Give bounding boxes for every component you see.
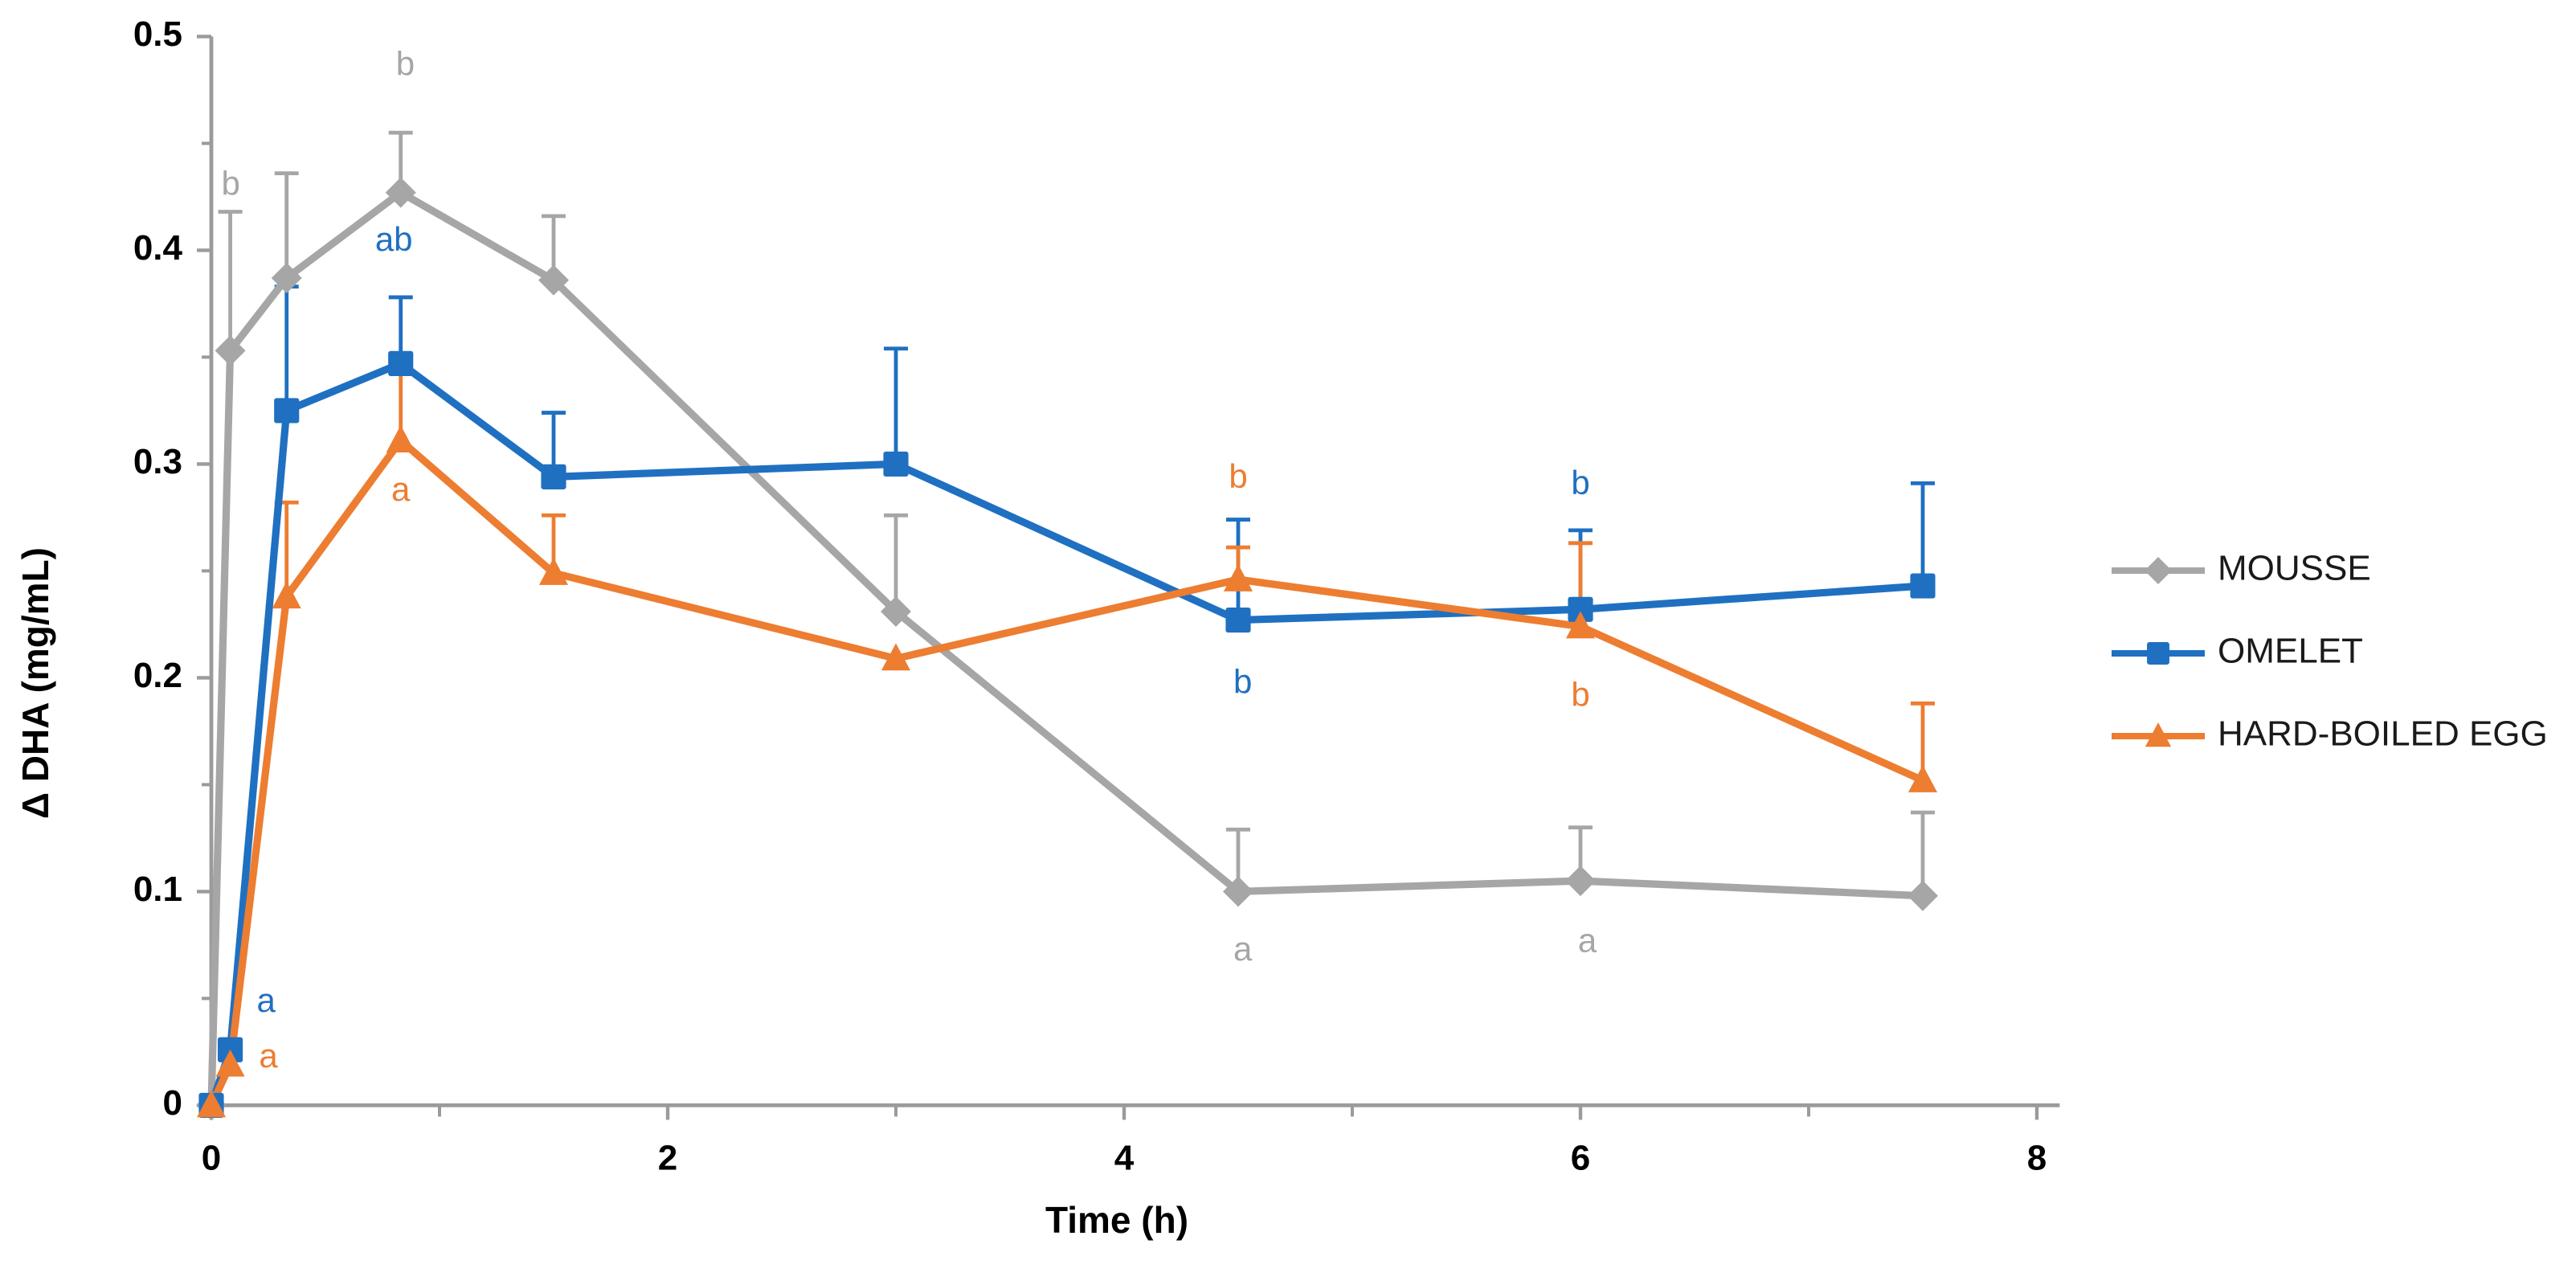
marker-diamond	[881, 595, 911, 627]
significance-letter: b	[221, 165, 239, 203]
marker-triangle	[215, 1049, 245, 1077]
marker-square	[883, 451, 909, 477]
significance-letter: ab	[375, 220, 413, 258]
legend-layer: MOUSSE OMELET HARD-BOILED EGG	[2112, 549, 2548, 754]
significance-letter: a	[256, 981, 276, 1019]
marker-triangle	[272, 581, 301, 609]
significance-letter: b	[1229, 457, 1247, 495]
marker-triangle	[881, 643, 911, 671]
significance-letter: a	[1233, 930, 1253, 968]
significance-letter: a	[391, 470, 411, 508]
marker-diamond	[2145, 557, 2172, 584]
error-bars-layer	[218, 130, 1935, 896]
series-lines-layer	[207, 188, 1927, 1110]
marker-triangle	[1223, 564, 1253, 591]
marker-square	[1225, 608, 1251, 633]
marker-diamond	[538, 264, 569, 296]
x-tick-label: 6	[1571, 1138, 1590, 1177]
x-tick-label: 2	[658, 1138, 677, 1177]
marker-triangle	[386, 425, 415, 452]
significance-letter: b	[1571, 464, 1589, 501]
marker-diamond	[385, 177, 416, 208]
legend-label: MOUSSE	[2218, 549, 2371, 588]
marker-triangle	[1565, 611, 1596, 639]
axes-layer: 0 0.1 0.2 0.3 0.4 0.5 0 2 4 6 8	[133, 14, 2060, 1177]
legend-label: OMELET	[2218, 632, 2363, 671]
x-axis-title: Time (h)	[1045, 1199, 1188, 1241]
legend-item-omelet: OMELET	[2112, 632, 2363, 671]
y-tick-label: 0.1	[133, 870, 182, 909]
marker-diamond	[271, 262, 302, 293]
series-markers-layer	[196, 177, 1938, 1121]
marker-square	[274, 398, 300, 424]
marker-diamond	[215, 335, 246, 366]
x-tick-label: 0	[202, 1138, 221, 1177]
significance-letter: a	[259, 1037, 278, 1074]
y-tick-label: 0.4	[133, 228, 183, 268]
x-tick-label: 4	[1114, 1138, 1135, 1177]
marker-square	[1568, 596, 1593, 622]
marker-diamond	[1565, 866, 1596, 897]
marker-diamond	[1223, 876, 1253, 907]
legend-label: HARD-BOILED EGG	[2218, 714, 2548, 754]
significance-letter: b	[1233, 662, 1252, 700]
marker-square	[541, 464, 566, 489]
significance-letter: a	[1578, 921, 1597, 959]
significance-letter: b	[1571, 675, 1589, 713]
y-axis-title: Δ DHA (mg/mL)	[14, 547, 56, 819]
marker-square	[1910, 573, 1936, 599]
series-line-OMELET	[207, 359, 1927, 1110]
marker-triangle	[2145, 722, 2172, 747]
x-tick-label: 8	[2027, 1138, 2046, 1177]
y-tick-label: 0.2	[133, 656, 182, 695]
significance-letter: b	[396, 45, 415, 83]
y-tick-label: 0.3	[133, 442, 182, 481]
marker-triangle	[196, 1090, 227, 1118]
legend-item-mousse: MOUSSE	[2112, 549, 2371, 588]
marker-triangle	[1907, 765, 1938, 792]
series-line-MOUSSE	[207, 188, 1927, 1110]
marker-diamond	[1907, 880, 1938, 911]
y-tick-label: 0	[163, 1083, 182, 1123]
legend-item-hard-boiled-egg: HARD-BOILED EGG	[2112, 714, 2548, 754]
y-tick-label: 0.5	[133, 14, 182, 54]
marker-square	[388, 350, 414, 376]
marker-triangle	[538, 558, 569, 585]
marker-square	[2147, 642, 2169, 665]
